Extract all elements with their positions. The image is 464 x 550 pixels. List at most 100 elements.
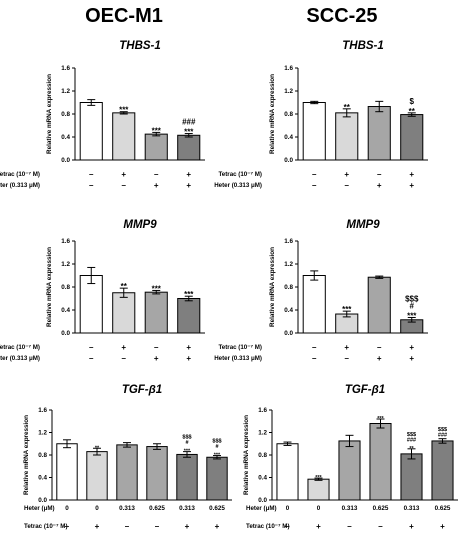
condition-mark: + (95, 522, 100, 531)
condition-mark: + (215, 522, 220, 531)
significance-mark: ** (344, 103, 351, 112)
bar (177, 134, 201, 161)
y-axis-label: Relative mRNA expression (243, 415, 250, 495)
y-tick-label: 0.8 (284, 111, 293, 118)
condition-label: Heter (0.313 μM) (214, 182, 262, 189)
y-axis-label: Relative mRNA expression (269, 74, 276, 154)
significance-mark: # (215, 444, 218, 450)
y-tick-label: 0.4 (258, 475, 267, 482)
significance-mark: ** (121, 282, 128, 291)
y-tick-label: 0.8 (61, 111, 70, 118)
y-tick-label: 1.6 (284, 238, 293, 245)
condition-mark: – (89, 170, 94, 179)
condition-mark: – (125, 522, 130, 531)
significance-mark: *** (214, 453, 221, 459)
condition-mark: – (377, 170, 382, 179)
x-tick-label: 0.625 (209, 505, 225, 512)
bar (177, 298, 201, 334)
significance-mark: ### (407, 437, 416, 443)
panel-title: THBS-1 (119, 40, 161, 52)
panel-title: MMP9 (346, 219, 380, 231)
significance-mark: $$$ (182, 435, 191, 441)
x-tick-label: 0.313 (119, 505, 135, 512)
bar (335, 112, 359, 161)
condition-mark: + (121, 343, 126, 352)
significance-mark: *** (342, 305, 352, 314)
bar (112, 112, 136, 161)
panel-6: TGF-β1 0.0 0.4 0.8 1.2 1.6 Relative mRNA expre… (243, 384, 458, 531)
condition-label: Heter (0.313 μM) (0, 182, 40, 189)
condition-mark: + (409, 181, 414, 190)
condition-label: Tetrac (10⁻⁷ M) (0, 171, 40, 178)
x-tick-label: 0.313 (404, 505, 420, 512)
condition-mark: + (186, 181, 191, 190)
y-tick-label: 1.2 (284, 88, 293, 95)
condition-mark: – (312, 354, 317, 363)
condition-mark: + (377, 354, 382, 363)
y-tick-label: 1.2 (61, 261, 70, 268)
condition-mark: – (285, 522, 290, 531)
condition-label: Heter (μM) (24, 505, 55, 512)
bar (367, 276, 391, 334)
significance-mark: ### (438, 433, 447, 439)
x-tick-label: 0 (65, 505, 69, 512)
condition-mark: + (409, 343, 414, 352)
y-tick-label: 0.0 (284, 157, 293, 164)
bar (367, 106, 391, 161)
panel-title: MMP9 (123, 219, 157, 231)
y-tick-label: 0.4 (284, 307, 293, 314)
bar (302, 275, 326, 334)
y-tick-label: 1.2 (38, 430, 47, 437)
bar (146, 446, 168, 501)
significance-mark: $$$ (212, 439, 221, 445)
panel-1: THBS-1 0.0 0.4 0.8 1.2 1.6 Relative mRNA expre… (0, 40, 205, 190)
significance-mark: *** (184, 449, 191, 455)
y-tick-label: 0.4 (61, 307, 70, 314)
y-tick-label: 1.6 (284, 65, 293, 72)
significance-mark: *** (152, 126, 162, 135)
column-title-scc-25: SCC-25 (306, 5, 377, 27)
x-tick-label: 0 (317, 505, 321, 512)
significance-mark: *** (152, 284, 162, 293)
condition-mark: – (155, 522, 160, 531)
y-tick-label: 1.2 (258, 430, 267, 437)
condition-label: Heter (0.313 μM) (0, 355, 40, 362)
bar (56, 443, 78, 501)
y-tick-label: 1.2 (61, 88, 70, 95)
y-tick-label: 1.6 (258, 407, 267, 414)
significance-mark: ### (182, 118, 196, 127)
condition-mark: + (316, 522, 321, 531)
bar (338, 440, 361, 501)
significance-mark: *** (184, 128, 194, 137)
y-tick-label: 0.4 (38, 475, 47, 482)
condition-label: Heter (0.313 μM) (214, 355, 262, 362)
condition-mark: – (377, 343, 382, 352)
condition-mark: + (154, 181, 159, 190)
bar (431, 440, 454, 501)
condition-mark: – (154, 170, 159, 179)
panel-title: TGF-β1 (345, 384, 385, 396)
y-tick-label: 0.0 (258, 497, 267, 504)
condition-mark: + (440, 522, 445, 531)
condition-mark: – (345, 354, 350, 363)
x-tick-label: 0.313 (179, 505, 195, 512)
y-axis-label: Relative mRNA expression (23, 415, 30, 495)
y-tick-label: 1.6 (38, 407, 47, 414)
condition-mark: + (121, 170, 126, 179)
y-axis-label: Relative mRNA expression (46, 247, 53, 327)
condition-mark: + (186, 170, 191, 179)
condition-mark: – (312, 181, 317, 190)
condition-mark: – (89, 354, 94, 363)
bar (144, 133, 168, 161)
y-tick-label: 0.0 (38, 497, 47, 504)
panel-4: MMP9 0.0 0.4 0.8 1.2 1.6 Relative mRNA express… (214, 219, 428, 363)
y-tick-label: 0.0 (61, 330, 70, 337)
bar (86, 451, 108, 501)
condition-mark: – (347, 522, 352, 531)
bar (302, 102, 326, 161)
x-tick-label: 0 (95, 505, 99, 512)
x-tick-label: 0.625 (435, 505, 451, 512)
y-tick-label: 1.6 (61, 65, 70, 72)
condition-mark: + (344, 343, 349, 352)
